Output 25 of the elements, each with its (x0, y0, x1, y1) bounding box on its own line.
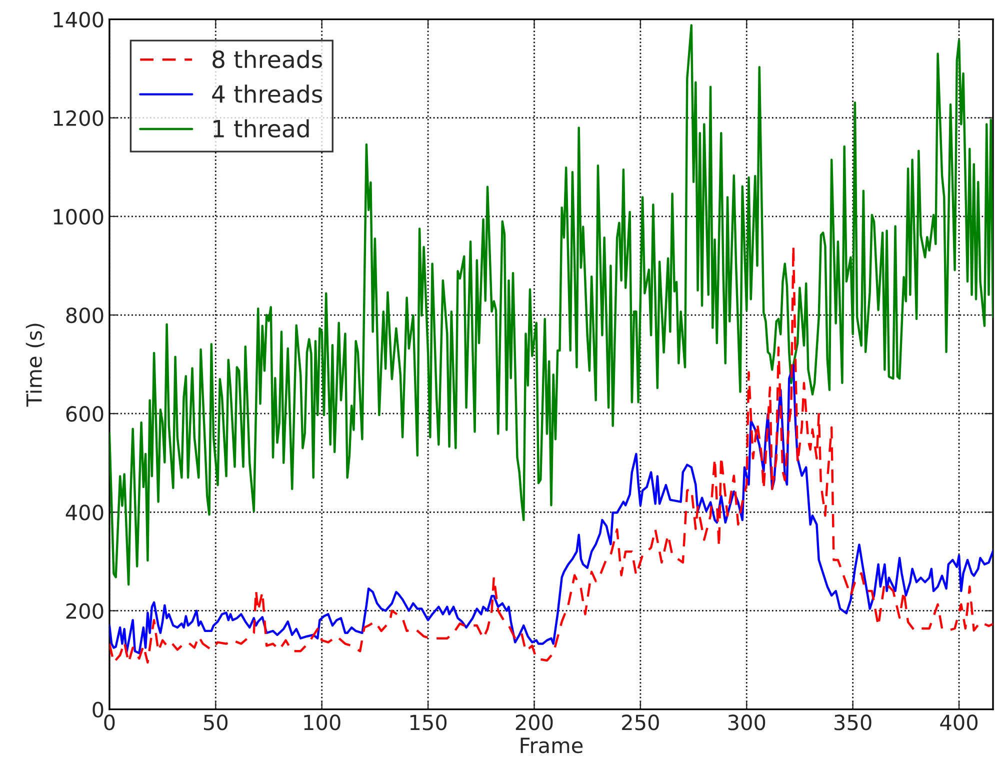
x-tick-label: 100 (304, 714, 340, 730)
x-tick-label: 150 (410, 714, 447, 730)
y-tick-label: 200 (66, 603, 104, 619)
x-tick-label: 0 (104, 714, 115, 730)
x-tick-label: 200 (516, 714, 553, 730)
y-axis-title: Time (s) (26, 324, 44, 407)
x-tick-label: 400 (940, 714, 978, 730)
legend-label: 8 threads (212, 50, 322, 68)
line-series (109, 24, 994, 586)
y-tick-label: 600 (66, 406, 104, 422)
y-tick-label: 0 (92, 702, 104, 718)
x-tick-label: 300 (728, 714, 766, 730)
x-axis-title: Frame (520, 738, 583, 754)
line-series (109, 364, 994, 654)
y-tick-label: 800 (66, 307, 104, 324)
line-series (109, 244, 994, 664)
x-tick-label: 50 (204, 714, 228, 730)
y-tick-label: 1400 (54, 12, 104, 28)
y-tick-label: 1200 (54, 110, 104, 126)
legend-label: 1 thread (214, 119, 309, 138)
y-tick-label: 400 (66, 504, 104, 520)
x-tick-label: 350 (834, 714, 872, 730)
y-tick-label: 1000 (54, 208, 104, 225)
x-tick-label: 250 (622, 714, 659, 730)
legend-label: 4 threads (212, 84, 322, 103)
